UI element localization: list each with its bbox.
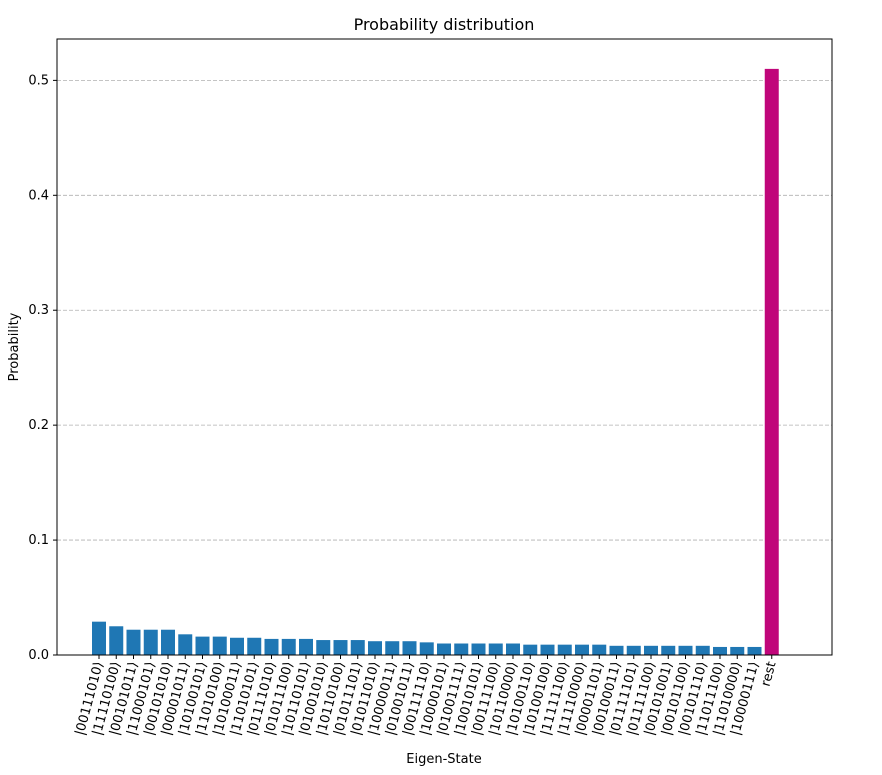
bar bbox=[264, 638, 279, 655]
y-tick-label: 0.1 bbox=[28, 533, 49, 548]
x-axis-label: Eigen-State bbox=[406, 752, 481, 767]
bar bbox=[281, 638, 296, 655]
bar bbox=[368, 641, 382, 655]
bar bbox=[678, 645, 693, 655]
bar bbox=[92, 621, 106, 655]
bar bbox=[230, 637, 244, 655]
bar bbox=[764, 68, 779, 655]
plot-frame bbox=[56, 38, 833, 656]
y-tick-label: 0.0 bbox=[28, 648, 49, 663]
bar bbox=[454, 643, 469, 655]
bar bbox=[471, 643, 486, 655]
bar bbox=[713, 646, 727, 655]
bar bbox=[402, 641, 417, 655]
bar bbox=[161, 629, 175, 655]
x-tick-label: rest bbox=[759, 660, 780, 688]
y-axis-label: Probability bbox=[7, 312, 22, 381]
y-tick-label: 0.2 bbox=[28, 418, 49, 433]
chart-title: Probability distribution bbox=[354, 15, 535, 34]
bar bbox=[557, 644, 572, 655]
bar bbox=[385, 641, 400, 655]
y-tick-label: 0.3 bbox=[28, 303, 49, 318]
bar bbox=[109, 626, 124, 655]
bar bbox=[626, 645, 641, 655]
bar bbox=[575, 644, 589, 655]
bar bbox=[506, 643, 520, 655]
bar bbox=[316, 640, 331, 655]
bar bbox=[247, 637, 262, 655]
y-tick-label: 0.4 bbox=[28, 188, 49, 203]
bar bbox=[661, 645, 676, 655]
bar bbox=[333, 640, 348, 655]
bar bbox=[178, 634, 193, 655]
y-tick-label: 0.5 bbox=[28, 73, 49, 88]
bar bbox=[747, 646, 762, 655]
bar bbox=[143, 629, 158, 655]
bar bbox=[644, 645, 658, 655]
bar bbox=[350, 640, 365, 655]
bar bbox=[592, 644, 607, 655]
bar bbox=[523, 644, 538, 655]
bar bbox=[609, 645, 624, 655]
bar bbox=[419, 642, 434, 655]
bar bbox=[730, 646, 745, 655]
bar bbox=[437, 643, 451, 655]
bar bbox=[299, 638, 313, 655]
bar bbox=[695, 645, 710, 655]
bar bbox=[212, 636, 227, 655]
bar bbox=[488, 643, 503, 655]
bar bbox=[195, 636, 210, 655]
bar bbox=[540, 644, 555, 655]
bar bbox=[126, 629, 141, 655]
